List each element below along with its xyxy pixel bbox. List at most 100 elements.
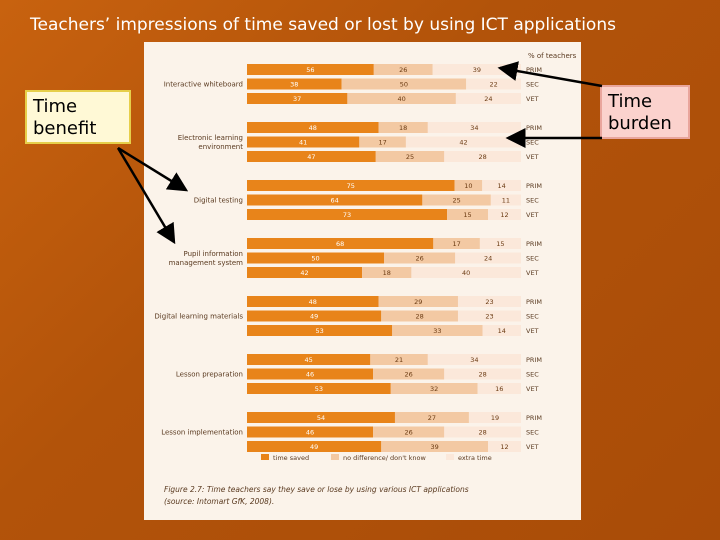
data-label: 39 [431, 443, 439, 451]
data-label: 40 [397, 95, 405, 103]
data-label: 10 [464, 182, 472, 190]
bar-segment [362, 267, 412, 278]
data-label: 15 [463, 211, 471, 219]
data-label: 50 [400, 81, 408, 89]
bar-segment [384, 252, 456, 264]
sector-label: SEC [526, 429, 539, 437]
data-label: 17 [378, 139, 386, 147]
bar-segment [247, 64, 374, 75]
sector-label: VET [526, 385, 539, 393]
group-label: Electronic learning [178, 134, 243, 142]
data-label: 48 [309, 124, 317, 132]
data-label: 34 [470, 356, 478, 364]
bar-segment [457, 296, 521, 307]
data-label: 14 [498, 327, 506, 335]
bar-segment [392, 325, 483, 336]
data-label: 24 [484, 95, 492, 103]
data-label: 26 [415, 255, 423, 263]
sector-label: VET [526, 269, 539, 277]
data-label: 23 [485, 298, 493, 306]
bar-segment [247, 441, 382, 452]
bar-segment [468, 412, 521, 423]
bar-segment [455, 93, 521, 104]
group-label: Digital learning materials [154, 313, 243, 321]
sector-label: PRIM [526, 240, 542, 248]
data-label: 38 [290, 81, 298, 89]
data-label: 32 [430, 385, 438, 393]
bar-segment [482, 325, 521, 336]
group-label: Digital testing [194, 197, 243, 205]
bar-segment [488, 209, 521, 220]
sector-label: PRIM [526, 356, 542, 364]
data-label: 22 [489, 81, 497, 89]
data-label: 25 [452, 197, 460, 205]
stacked-bar-chart: % of teachers Interactive whiteboard 56 26 3… [154, 52, 576, 506]
bar-segment [390, 383, 478, 394]
bar-segment [247, 78, 342, 90]
data-label: 54 [317, 414, 325, 422]
legend-swatch [446, 454, 454, 460]
data-label: 53 [315, 327, 323, 335]
bar-segment [341, 78, 467, 90]
bar-segment [347, 93, 456, 104]
bar-segment [444, 368, 521, 380]
data-label: 28 [478, 429, 486, 437]
data-label: 18 [383, 269, 391, 277]
group-label: Pupil information [184, 250, 244, 258]
sector-label: PRIM [526, 298, 542, 306]
data-label: 46 [306, 429, 314, 437]
figure-caption: (source: Intomart GfK, 2008). [164, 497, 274, 506]
bar-segment [444, 151, 521, 162]
data-label: 47 [307, 153, 315, 161]
bar-segment [477, 383, 521, 394]
bar-segment [247, 238, 434, 249]
data-label: 21 [395, 356, 403, 364]
data-label: 46 [306, 371, 314, 379]
bar-segment [381, 441, 489, 452]
data-label: 27 [428, 414, 436, 422]
data-label: 26 [405, 371, 413, 379]
data-label: 56 [306, 66, 314, 74]
data-label: 68 [336, 240, 344, 248]
bar-segment [378, 122, 428, 133]
data-label: 49 [310, 443, 318, 451]
bar-segment [373, 368, 445, 380]
bar-segment [247, 368, 374, 380]
slide-title: Teachers’ impressions of time saved or l… [30, 15, 616, 35]
data-label: 33 [433, 327, 441, 335]
data-label: 12 [500, 211, 508, 219]
legend-item: extra time [458, 454, 492, 462]
bar-segment [427, 354, 521, 365]
data-label: 26 [405, 429, 413, 437]
bar-segment [247, 194, 423, 206]
data-label: 28 [415, 313, 423, 321]
data-label: 11 [502, 197, 510, 205]
legend-swatch [261, 454, 269, 460]
bar-segment [427, 122, 521, 133]
data-label: 39 [473, 66, 481, 74]
data-label: 53 [315, 385, 323, 393]
data-label: 42 [300, 269, 308, 277]
data-label: 19 [491, 414, 499, 422]
bar-segment [375, 151, 445, 162]
sector-label: SEC [526, 139, 539, 147]
sector-label: PRIM [526, 414, 542, 422]
legend-swatch [331, 454, 339, 460]
data-label: 50 [311, 255, 319, 263]
sector-label: VET [526, 443, 539, 451]
bar-segment [247, 136, 360, 148]
bar-segment [247, 151, 376, 162]
bar-segment [247, 325, 393, 336]
bar-segment [370, 354, 428, 365]
data-label: 24 [484, 255, 492, 263]
bar-segment [247, 426, 374, 438]
data-label: 23 [485, 313, 493, 321]
legend-item: no difference/ don't know [343, 454, 427, 462]
chart-panel: % of teachers Interactive whiteboard 56 26 3… [144, 42, 581, 520]
bar-segment [411, 267, 521, 278]
bar-segment [247, 122, 379, 133]
data-label: 26 [399, 66, 407, 74]
bar-segment [444, 426, 521, 438]
data-label: 18 [399, 124, 407, 132]
data-label: 34 [470, 124, 478, 132]
